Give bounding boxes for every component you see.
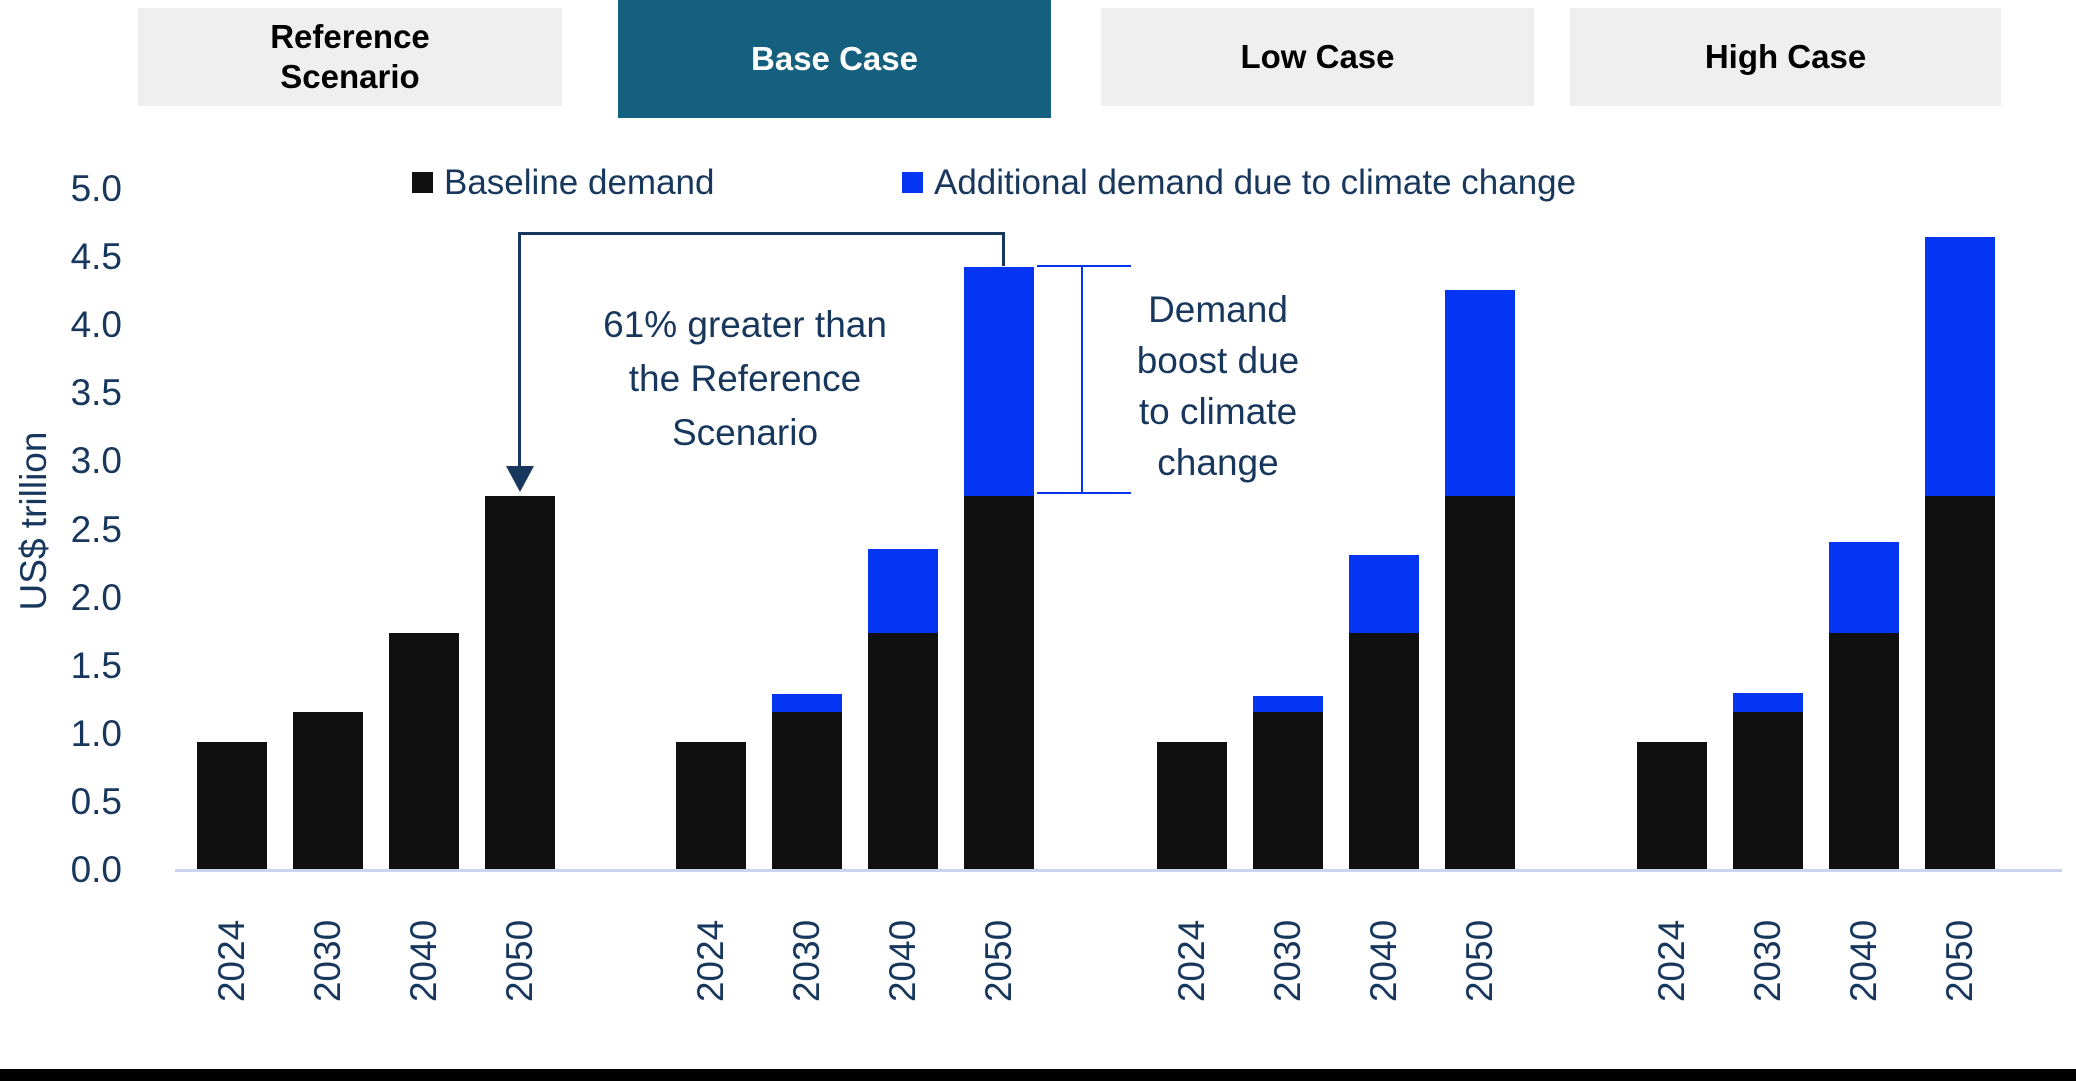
boost-bracket-vertical-line	[1081, 265, 1083, 494]
x-tick-label: 2050	[1459, 919, 1500, 1003]
x-tick-label: 2050	[499, 919, 540, 1003]
x-tick-label: 2040	[403, 919, 444, 1003]
x-tick-label: 2024	[211, 919, 252, 1003]
x-tick-label: 2040	[882, 919, 923, 1003]
y-tick-label: 4.5	[70, 236, 122, 278]
tab-reference-scenario[interactable]: Reference Scenario	[138, 8, 562, 106]
y-tick-label: 2.0	[70, 576, 122, 618]
bar-baseline-segment	[485, 496, 555, 871]
bar-baseline-segment	[1445, 496, 1515, 871]
y-tick-label: 2.5	[70, 508, 122, 550]
bar-baseline-segment	[868, 633, 938, 871]
x-tick-label: 2024	[1651, 919, 1692, 1003]
legend-item-additional: Additional demand due to climate change	[902, 165, 1576, 201]
bar-baseline-segment	[293, 712, 363, 871]
down-arrowhead-icon	[506, 466, 534, 492]
bar-climate-segment	[868, 549, 938, 633]
comparison-annotation: 61% greater than the Reference Scenario	[603, 304, 887, 453]
bar-baseline-segment	[197, 742, 267, 871]
x-tick-label: 2050	[1939, 919, 1980, 1003]
x-tick-label: 2024	[1171, 919, 1212, 1003]
bar-baseline-segment	[1253, 712, 1323, 871]
tab-low-case[interactable]: Low Case	[1101, 8, 1534, 106]
x-tick-label: 2040	[1843, 919, 1884, 1003]
y-tick-label: 1.0	[70, 712, 122, 754]
y-tick-label: 1.5	[70, 644, 122, 686]
tab-reference-scenario-label: Reference Scenario	[270, 18, 430, 95]
x-tick-label: 2030	[1267, 919, 1308, 1003]
bar-baseline-segment	[772, 712, 842, 871]
boost-annotation: Demand boost due to climate change	[1136, 289, 1300, 483]
comparison-bracket-top-line	[518, 232, 1005, 235]
footer-bar	[0, 1069, 2076, 1081]
x-axis-line	[175, 869, 2062, 872]
bar-baseline-segment	[1157, 742, 1227, 871]
legend-baseline-label: Baseline demand	[444, 163, 715, 202]
bar-baseline-segment	[1925, 496, 1995, 871]
tab-high-case-label: High Case	[1704, 38, 1867, 75]
bar-climate-segment	[1925, 237, 1995, 496]
bar-climate-segment	[964, 267, 1034, 496]
y-tick-label: 5.0	[70, 168, 122, 209]
legend-additional-label: Additional demand due to climate change	[934, 163, 1577, 202]
x-tick-label: 2040	[1363, 919, 1404, 1003]
tab-low-case-label: Low Case	[1240, 38, 1395, 75]
boost-bracket-bottom-line	[1037, 492, 1131, 494]
bar-climate-segment	[1349, 555, 1419, 633]
tab-base-case-label: Base Case	[751, 40, 918, 77]
bar-climate-segment	[1253, 696, 1323, 712]
bar-baseline-segment	[389, 633, 459, 871]
x-tick-label: 2030	[786, 919, 827, 1003]
y-tick-label: 4.0	[70, 304, 122, 346]
bar-climate-segment	[1445, 290, 1515, 496]
y-tick-label: 3.5	[70, 372, 122, 414]
bar-baseline-segment	[1733, 712, 1803, 871]
bar-climate-segment	[772, 694, 842, 712]
y-tick-label: 0.0	[70, 849, 122, 890]
bar-baseline-segment	[676, 742, 746, 871]
x-tick-label: 2050	[978, 919, 1019, 1003]
comparison-bracket-right-line	[1002, 232, 1005, 266]
baseline-demand-swatch-icon	[412, 172, 433, 193]
additional-demand-swatch-icon	[902, 172, 923, 193]
bar-climate-segment	[1733, 693, 1803, 712]
tab-high-case[interactable]: High Case	[1570, 8, 2001, 106]
bar-baseline-segment	[964, 496, 1034, 871]
bar-baseline-segment	[1349, 633, 1419, 871]
y-tick-label: 0.5	[70, 780, 122, 822]
bar-baseline-segment	[1829, 633, 1899, 871]
y-tick-label: 3.0	[70, 440, 122, 482]
comparison-bracket-left-line	[518, 232, 521, 468]
legend-item-baseline: Baseline demand	[412, 165, 714, 201]
boost-bracket-top-line	[1037, 265, 1131, 267]
x-tick-label: 2030	[1747, 919, 1788, 1003]
bar-baseline-segment	[1637, 742, 1707, 871]
x-tick-label: 2024	[690, 919, 731, 1003]
bar-climate-segment	[1829, 542, 1899, 633]
x-tick-label: 2030	[307, 919, 348, 1003]
tab-base-case[interactable]: Base Case	[618, 0, 1051, 118]
